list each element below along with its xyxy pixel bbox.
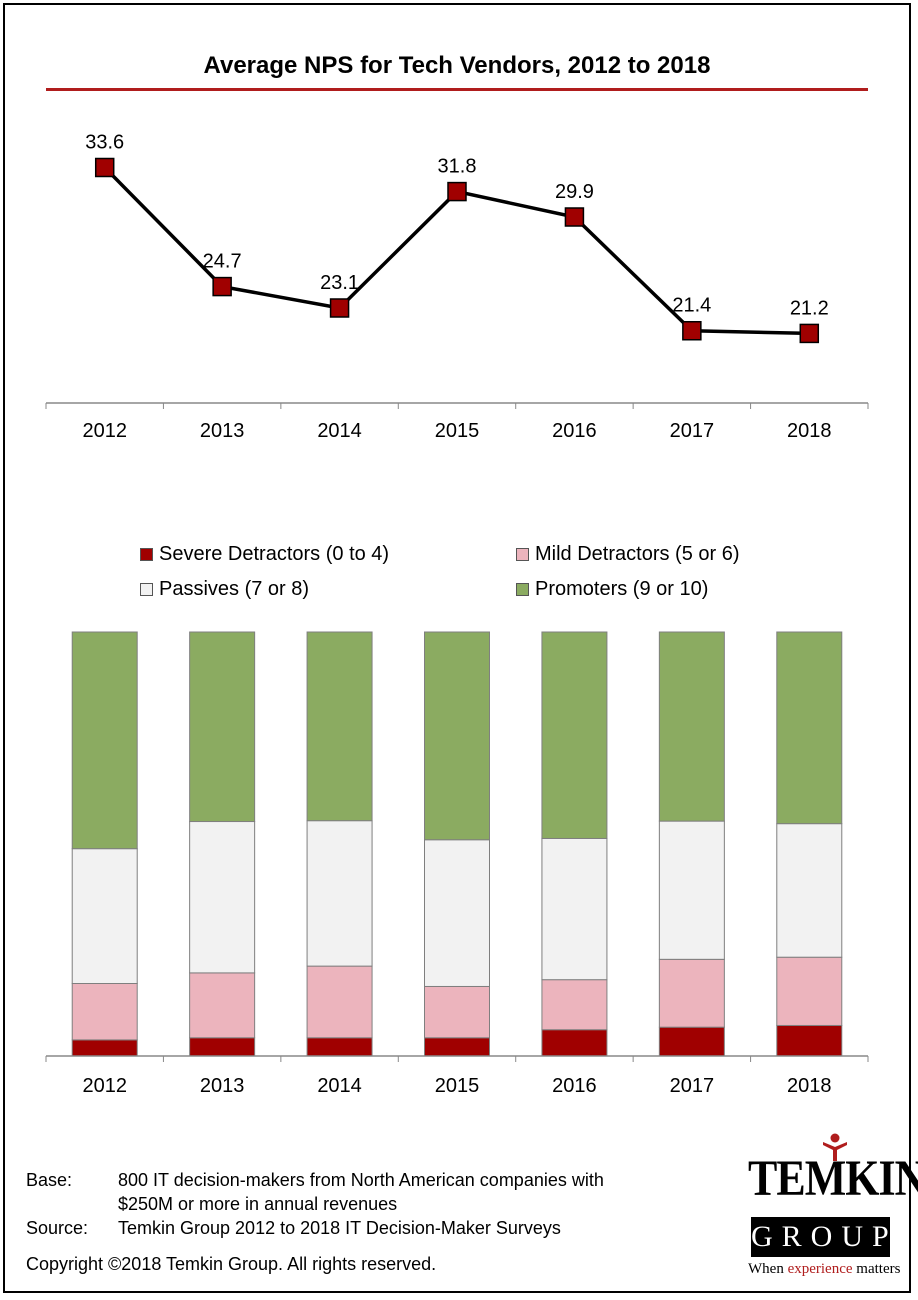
line-chart-title: Average NPS for Tech Vendors, 2012 to 20… [203,52,711,79]
bar-segment-passives [71,848,138,984]
line-chart: 33.6 24.7 23.1 31.8 29.9 21.4 21.2 2012 2013 2014… [45,131,869,442]
nps-point [799,323,820,344]
nps-data-label: 31.8 [438,156,477,178]
temkin-group-logo: TEMKIN GROUP When experience matters [748,1133,918,1283]
person-icon [823,1133,847,1161]
line-x-tick-label: 2018 [787,420,832,442]
bar-segment-severe [189,1037,256,1057]
stacked-bar-chart: 2012 2013 2014 2015 2016 2017 2018 [45,631,869,1097]
page-frame [3,3,911,1293]
line-x-tick-label: 2012 [82,420,127,442]
legend-swatch-mild [516,548,529,561]
bar-segment-promoters [541,631,608,839]
legend-label-promoters: Promoters (9 or 10) [535,578,709,600]
nps-data-label: 21.4 [672,295,711,317]
nps-data-label: 23.1 [320,272,359,294]
nps-point [94,157,115,178]
footer-base-label: Base: [26,1170,73,1190]
legend-promoters: Promoters (9 or 10) [516,578,708,601]
legend-label-mild: Mild Detractors (5 or 6) [535,543,740,565]
line-x-tick-label: 2017 [670,420,715,442]
bar-segment-mild [189,972,256,1039]
legend-swatch-promoters [516,583,529,596]
bar-segment-mild [541,979,608,1031]
bar-segment-mild [306,965,373,1039]
line-x-tick-label: 2016 [552,420,597,442]
nps-point [447,181,467,202]
bar-segment-severe [306,1037,373,1057]
bar-segment-mild [424,985,490,1039]
logo-tagline: When experience matters [748,1261,900,1278]
bar-x-tick-label: 2013 [200,1075,245,1097]
legend-label-severe: Severe Detractors (0 to 4) [159,543,390,565]
bar-segment-passives [776,823,843,958]
nps-point [682,320,702,341]
bar-x-tick-label: 2016 [552,1075,597,1097]
bar-segment-severe [71,1039,138,1057]
logo-group: GROUP [751,1217,890,1257]
legend-mild: Mild Detractors (5 or 6) [516,543,740,566]
nps-data-label: 33.6 [85,131,124,153]
logo-temkin: TEMKIN [748,1150,918,1207]
line-x-tick-label: 2015 [435,420,480,442]
line-x-tick-label: 2014 [317,420,362,442]
bar-segment-promoters [424,631,490,841]
bar-segment-mild [71,982,138,1041]
footer-base-text-2: $250M or more in annual revenues [118,1194,398,1214]
legend-label-passives: Passives (7 or 8) [159,578,310,600]
nps-data-label: 24.7 [203,251,242,273]
bar-segment-passives [424,839,490,987]
legend-severe: Severe Detractors (0 to 4) [140,543,389,566]
nps-point [329,298,350,318]
bar-segment-promoters [658,631,725,822]
footer-source-text: Temkin Group 2012 to 2018 IT Decision-Ma… [118,1218,561,1238]
legend-passives: Passives (7 or 8) [140,578,309,601]
bar-x-tick-label: 2014 [317,1075,362,1097]
title-rule [46,88,868,91]
bar-segment-mild [776,956,843,1026]
bar-segment-passives [306,820,373,967]
nps-data-label: 29.9 [555,181,594,203]
nps-point [212,276,232,297]
bar-x-tick-label: 2015 [435,1075,480,1097]
bar-segment-promoters [776,631,843,825]
bar-segment-mild [658,958,725,1028]
legend-swatch-passives [140,583,153,596]
bar-segment-promoters [71,631,138,850]
bar-x-tick-label: 2018 [787,1075,832,1097]
bar-segment-severe [658,1026,725,1057]
line-x-tick-label: 2013 [200,420,245,442]
legend-swatch-severe [140,548,153,561]
bar-x-tick-label: 2017 [670,1075,715,1097]
bar-segment-severe [541,1029,608,1057]
logo-tagline-post: matters [852,1261,901,1277]
bar-segment-promoters [306,631,373,822]
nps-point [564,207,585,227]
nps-data-label: 21.2 [790,297,829,319]
bar-segment-promoters [189,631,256,823]
footer-source-label: Source: [26,1218,89,1238]
footer-base-text-1: 800 IT decision-makers from North Americ… [118,1170,604,1190]
bar-segment-passives [189,821,256,974]
logo-tagline-accent: experience [787,1261,853,1277]
bar-x-tick-label: 2012 [82,1075,127,1097]
bar-segment-severe [776,1024,843,1057]
bar-segment-passives [541,837,608,981]
logo-tagline-pre: When [748,1261,788,1277]
bar-segment-passives [658,820,725,960]
bar-segment-severe [424,1037,490,1057]
footer-copyright: Copyright ©2018 Temkin Group. All rights… [26,1254,437,1274]
